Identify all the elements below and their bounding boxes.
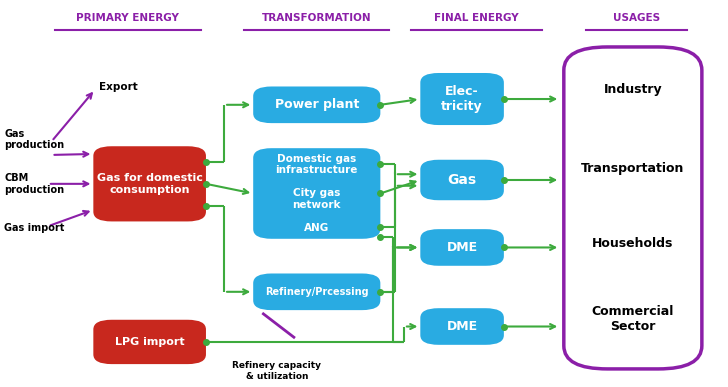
Text: CBM
production: CBM production (4, 173, 65, 195)
FancyBboxPatch shape (253, 274, 380, 310)
Text: Power plant: Power plant (274, 98, 359, 111)
FancyBboxPatch shape (253, 148, 380, 239)
Text: DME: DME (446, 241, 478, 254)
Text: Domestic gas
infrastructure

City gas
network

ANG: Domestic gas infrastructure City gas net… (276, 154, 358, 233)
FancyBboxPatch shape (420, 73, 504, 125)
Text: Elec-
tricity: Elec- tricity (441, 85, 483, 113)
Text: Industry: Industry (604, 83, 662, 96)
Text: FINAL ENERGY: FINAL ENERGY (435, 13, 519, 23)
FancyBboxPatch shape (253, 86, 380, 123)
Text: DME: DME (446, 320, 478, 333)
Text: Refinery capacity
& utilization: Refinery capacity & utilization (232, 361, 321, 380)
Text: Gas import: Gas import (4, 223, 65, 233)
Text: PRIMARY ENERGY: PRIMARY ENERGY (76, 13, 179, 23)
FancyBboxPatch shape (420, 229, 504, 266)
FancyBboxPatch shape (93, 320, 206, 364)
FancyBboxPatch shape (93, 146, 206, 221)
Text: Commercial
Sector: Commercial Sector (592, 305, 674, 333)
Text: Households: Households (592, 237, 673, 250)
Text: Export: Export (99, 82, 138, 92)
Text: USAGES: USAGES (613, 13, 660, 23)
Text: Gas
production: Gas production (4, 129, 65, 150)
Text: TRANSFORMATION: TRANSFORMATION (262, 13, 371, 23)
FancyBboxPatch shape (420, 308, 504, 345)
Text: Gas for domestic
consumption: Gas for domestic consumption (97, 173, 202, 195)
Text: Refinery/Prcessing: Refinery/Prcessing (265, 287, 368, 297)
Text: Gas: Gas (448, 173, 477, 187)
Text: Transportation: Transportation (581, 162, 684, 175)
Text: LPG import: LPG import (115, 337, 184, 347)
FancyBboxPatch shape (420, 160, 504, 200)
